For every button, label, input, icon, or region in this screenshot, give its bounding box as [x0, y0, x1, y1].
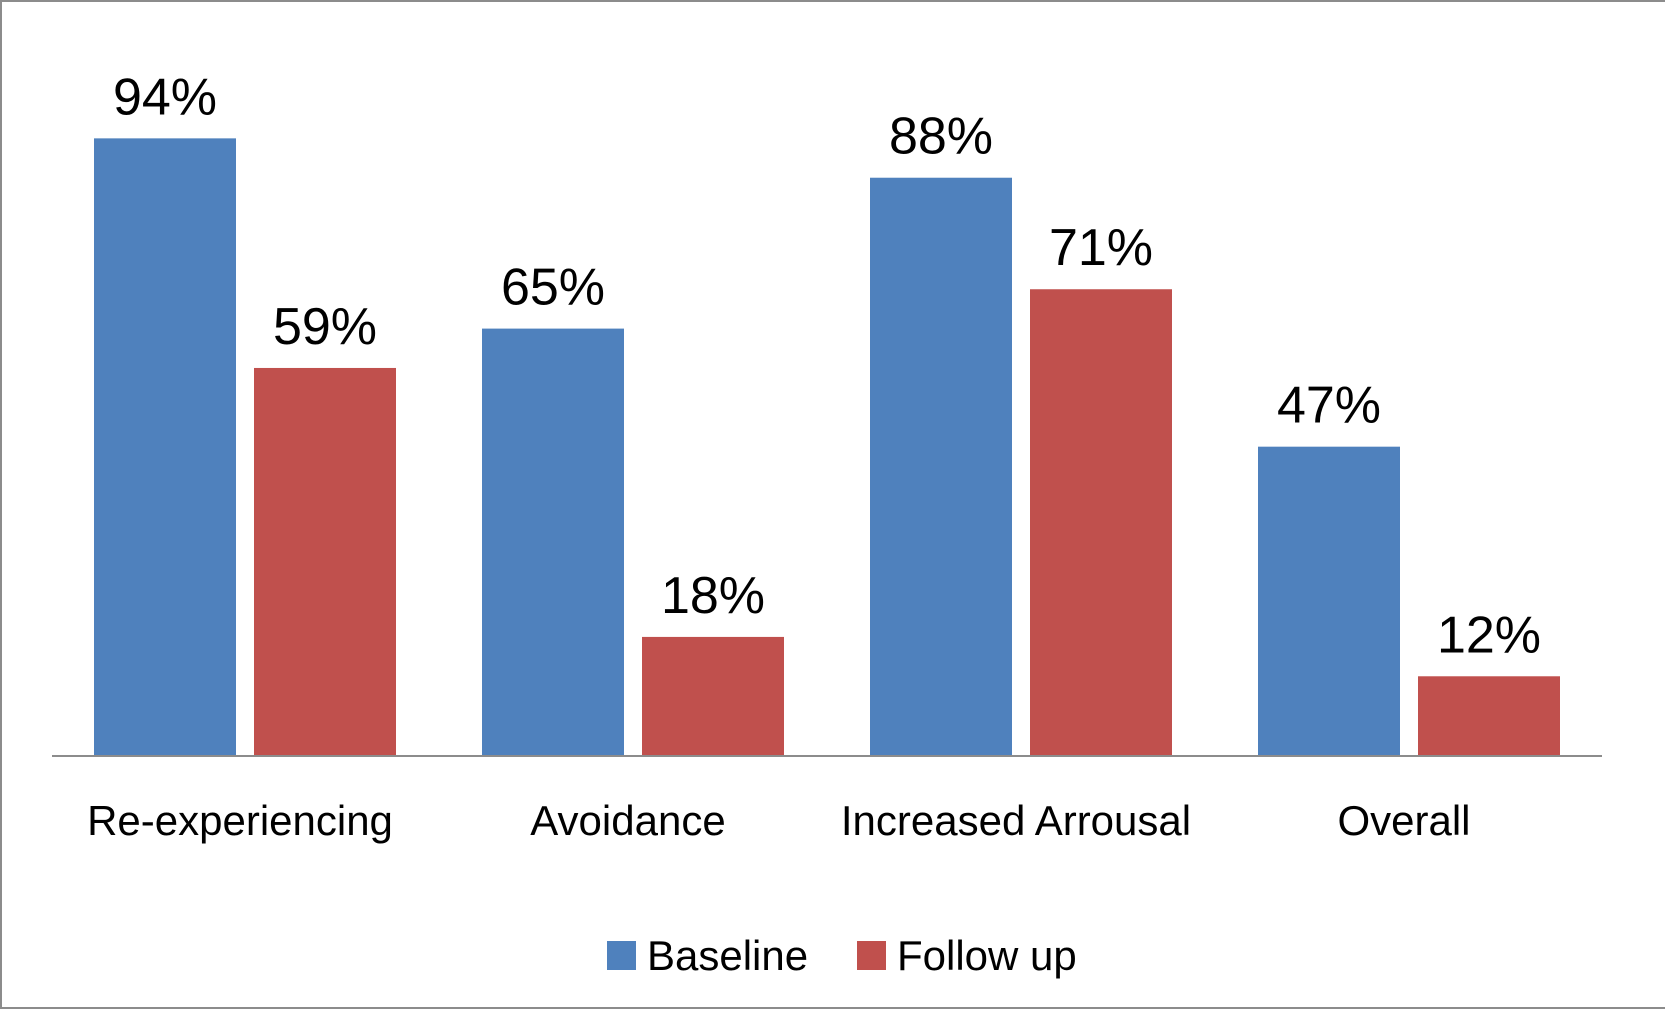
- data-label-baseline-2: 88%: [889, 108, 993, 166]
- bar-baseline-3: [1258, 446, 1400, 755]
- bar-baseline-0: [94, 138, 236, 756]
- bar-follow-up-3: [1418, 676, 1560, 755]
- legend-label-baseline: Baseline: [647, 932, 808, 979]
- bar-baseline-2: [870, 177, 1012, 756]
- data-label-follow-up-0: 59%: [273, 298, 377, 356]
- legend-swatch-follow-up: [857, 941, 886, 970]
- legend-label-follow-up: Follow up: [897, 932, 1077, 979]
- bar-follow-up-1: [642, 636, 784, 755]
- legend-swatch-baseline: [607, 941, 636, 970]
- bar-follow-up-2: [1030, 289, 1172, 755]
- bar-follow-up-0: [254, 367, 396, 755]
- data-labels-group: 94% 59% 65% 18% 88% 71% 47% 12%: [113, 68, 1541, 664]
- data-label-baseline-0: 94%: [113, 68, 217, 126]
- data-label-follow-up-1: 18%: [661, 567, 765, 625]
- data-label-follow-up-2: 71%: [1049, 219, 1153, 277]
- data-label-baseline-3: 47%: [1277, 377, 1381, 435]
- data-label-baseline-1: 65%: [501, 259, 605, 317]
- category-label-2: Increased Arrousal: [841, 797, 1191, 844]
- category-label-0: Re-experiencing: [87, 797, 393, 844]
- legend: Baseline Follow up: [607, 932, 1077, 979]
- category-labels-group: Re-experiencing Avoidance Increased Arrous…: [87, 797, 1470, 844]
- category-label-3: Overall: [1337, 797, 1470, 844]
- data-label-follow-up-3: 12%: [1437, 606, 1541, 664]
- bar-baseline-1: [482, 328, 624, 755]
- bars-group: [94, 138, 1560, 756]
- category-label-1: Avoidance: [530, 797, 725, 844]
